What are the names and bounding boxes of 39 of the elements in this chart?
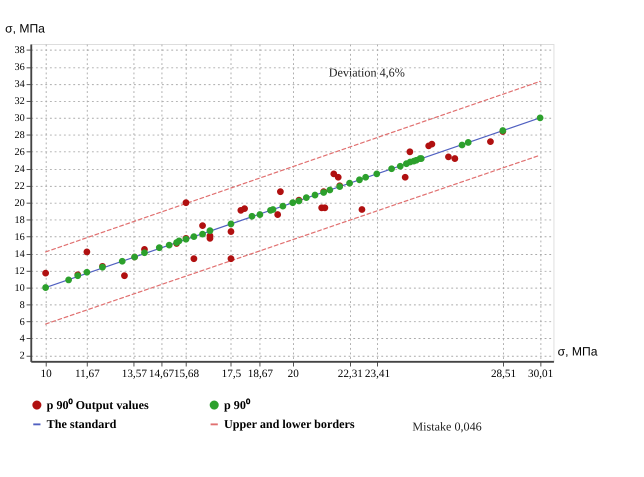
legend-label: Upper and lower borders [224,417,355,432]
y-tick-label: 2 [20,350,25,362]
y-axis-title: σ, МПа [5,21,46,36]
x-tick-label: 20 [288,368,300,380]
text: Mistake 0,046 [412,419,482,434]
y-tick-label: 14 [14,248,25,260]
y-tick-label: 36 [14,62,25,74]
y-tick-label: 22 [14,180,25,192]
x-axis-title: σ, МПа [558,344,598,358]
x-tick-label: 30,01 [528,368,554,380]
y-tick-label: 28 [14,130,25,142]
y-tick-label: 8 [20,300,25,311]
x-tick-label: 23,41 [364,368,390,380]
x-tick-label: 10 [40,368,52,380]
y-tick-label: 30 [14,113,25,124]
legend-label: p 90⁰ Output values [46,398,149,412]
x-tick-label: 15,68 [174,368,200,380]
y-tick-label: 18 [14,214,25,226]
y-tick-label: 32 [14,96,25,108]
y-tick-label: 4 [20,334,25,345]
y-tick-label: 34 [14,79,25,90]
y-tick-label: 38 [14,45,25,56]
annotation: Deviation 4,6% [328,65,405,80]
y-tick-label: 24 [14,164,25,176]
y-tick-label: 6 [20,316,25,328]
x-tick-label: 14,67 [148,368,174,380]
legend-label: p 90⁰ [224,398,251,412]
x-tick-label: 11,67 [74,368,100,380]
x-tick-label: 18,67 [248,368,274,380]
y-tick-label: 16 [14,232,25,243]
y-tick-label: 12 [14,266,25,277]
x-tick-label: 13,57 [122,368,148,380]
y-tick-label: 26 [14,147,25,158]
x-tick-label: 22,31 [338,368,363,380]
y-tick-label: 20 [14,198,25,209]
legend-label: The standard [46,417,117,432]
x-tick-label: 17,5 [222,368,242,380]
y-tick-label: 10 [14,282,25,294]
x-tick-label: 28,51 [490,368,516,380]
